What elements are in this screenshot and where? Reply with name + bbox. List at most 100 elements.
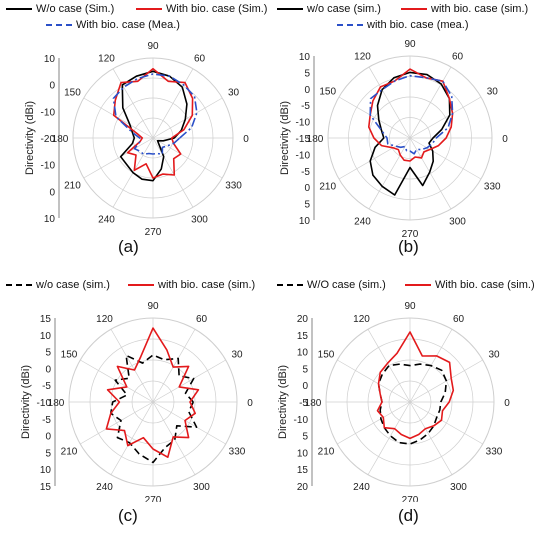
radial-tick-label: -10 xyxy=(296,150,311,161)
radial-tick-label: 5 xyxy=(45,448,51,459)
polar-plot-c: 0306090120150180210240270300330151050-5-… xyxy=(20,301,253,502)
panel-label-d: (d) xyxy=(398,506,419,525)
legend-item-wo-sim: W/o case (Sim.) xyxy=(6,3,114,15)
radial-tick-label: -15 xyxy=(296,134,311,145)
grid-spoke xyxy=(409,137,452,210)
grid-spoke xyxy=(152,137,194,208)
angle-label: 270 xyxy=(402,229,419,238)
radial-tick-label: 0 xyxy=(302,381,308,392)
grid-spoke xyxy=(367,329,411,403)
angle-label: 0 xyxy=(243,134,249,145)
radial-tick-label: 5 xyxy=(302,364,308,375)
radial-tick-label: 0 xyxy=(45,432,51,443)
radial-tick-label: -5 xyxy=(301,101,310,112)
radial-tick-label: 0 xyxy=(304,85,310,96)
polar-grid xyxy=(325,317,495,487)
legend-item-wo-sim: w/o case (sim.) xyxy=(6,279,110,291)
series-line-1 xyxy=(368,68,454,162)
legend-swatch-solid-black xyxy=(277,8,303,10)
angle-label: 300 xyxy=(193,482,210,493)
radial-tick-label: 10 xyxy=(44,54,56,65)
legend-b: w/o case (sim.) with bio. case (sim.) wi… xyxy=(275,0,550,38)
legend-item-wo-sim: w/o case (sim.) xyxy=(277,3,381,15)
grid-spoke xyxy=(152,359,226,403)
legend-swatch-solid-red xyxy=(128,284,154,286)
radial-tick-label: 20 xyxy=(297,314,309,325)
legend-label: With bio. case (sim.) xyxy=(435,279,535,291)
angle-label: 0 xyxy=(502,134,508,145)
legend-item-wo-sim: W/O case (sim.) xyxy=(277,279,386,291)
legend-label: with bio. case (mea.) xyxy=(367,19,469,31)
legend-swatch-dashdot-blue xyxy=(46,24,72,26)
radial-tick-label: -5 xyxy=(301,167,310,178)
grid-spoke xyxy=(110,401,154,475)
grid-spoke xyxy=(152,401,226,445)
radial-tick-label: 15 xyxy=(297,465,309,476)
angle-label: 150 xyxy=(64,88,81,99)
radial-tick-label: -5 xyxy=(42,381,51,392)
grid-spoke xyxy=(152,401,196,475)
radial-tick-label: 15 xyxy=(40,314,52,325)
grid-spoke xyxy=(152,137,223,179)
radial-tick-label: 10 xyxy=(44,214,56,225)
radial-tick-label: 10 xyxy=(297,448,309,459)
angle-label: 90 xyxy=(404,301,416,312)
angle-label: 180 xyxy=(52,134,69,145)
angle-label: 240 xyxy=(353,482,370,493)
polar-grid xyxy=(68,317,238,487)
y-axis-label: Directivity (dBi) xyxy=(277,365,289,439)
legend-c: w/o case (sim.) with bio. case (sim.) xyxy=(0,276,270,296)
series-line-1 xyxy=(376,331,455,440)
angle-label: 270 xyxy=(402,495,419,502)
radial-tick-label: -10 xyxy=(41,107,56,118)
polar-grid xyxy=(72,57,234,219)
legend-swatch-solid-red xyxy=(401,8,427,10)
panel-label-c: (c) xyxy=(118,506,138,525)
angle-label: 240 xyxy=(96,482,113,493)
radial-tick-label: 10 xyxy=(299,52,311,63)
angle-label: 0 xyxy=(247,398,253,409)
grid-spoke xyxy=(338,137,411,180)
legend-swatch-solid-red xyxy=(136,8,162,10)
radial-tick-label: -10 xyxy=(294,415,309,426)
angle-label: 90 xyxy=(147,301,159,312)
angle-label: 330 xyxy=(486,447,503,458)
angle-label: 60 xyxy=(194,53,206,64)
series-line-2 xyxy=(112,73,198,155)
radial-tick-label: -20 xyxy=(41,134,56,145)
y-axis-label: Directivity (dBi) xyxy=(20,365,32,439)
angle-label: 120 xyxy=(96,314,113,325)
legend-a: W/o case (Sim.) With bio. case (Sim.) Wi… xyxy=(0,0,270,38)
radial-tick-label: 5 xyxy=(304,68,310,79)
grid-spoke xyxy=(368,66,411,139)
legend-label: w/o case (sim.) xyxy=(36,279,110,291)
legend-label: W/o case (Sim.) xyxy=(36,3,115,15)
legend-item-bio-sim: With bio. case (sim.) xyxy=(405,279,535,291)
y-axis-label: Directivity (dBi) xyxy=(279,101,291,175)
grid-spoke xyxy=(152,329,196,403)
angle-label: 330 xyxy=(229,447,246,458)
legend-label: w/o case (sim.) xyxy=(307,3,381,15)
angle-label: 240 xyxy=(354,216,371,227)
angle-label: 60 xyxy=(453,314,465,325)
polar-grid xyxy=(327,55,493,221)
angle-label: 300 xyxy=(450,482,467,493)
angle-label: 240 xyxy=(98,215,115,226)
radial-tick-label: 5 xyxy=(302,432,308,443)
y-axis-label: Directivity (dBi) xyxy=(24,101,36,175)
polar-plot-a: 0 30 60 90 120 150 180 210 240 270 300 330 10 0 -10 -20… xyxy=(24,41,249,238)
legend-label: With bio. case (Sim.) xyxy=(166,3,268,15)
angle-label: 300 xyxy=(191,215,208,226)
radial-tick-label: 0 xyxy=(45,364,51,375)
grid-spoke xyxy=(409,137,482,180)
series-line-2 xyxy=(369,74,454,155)
legend-item-bio-sim: with bio. case (sim.) xyxy=(128,279,255,291)
angle-label: 30 xyxy=(488,350,500,361)
grid-spoke xyxy=(337,359,411,403)
series-line-0 xyxy=(110,354,198,464)
grid-spoke xyxy=(152,68,194,139)
grid-spoke xyxy=(409,401,453,475)
radial-tick-label: -10 xyxy=(41,161,56,172)
radial-tick-label: 0 xyxy=(49,187,55,198)
angle-label: 150 xyxy=(318,350,335,361)
